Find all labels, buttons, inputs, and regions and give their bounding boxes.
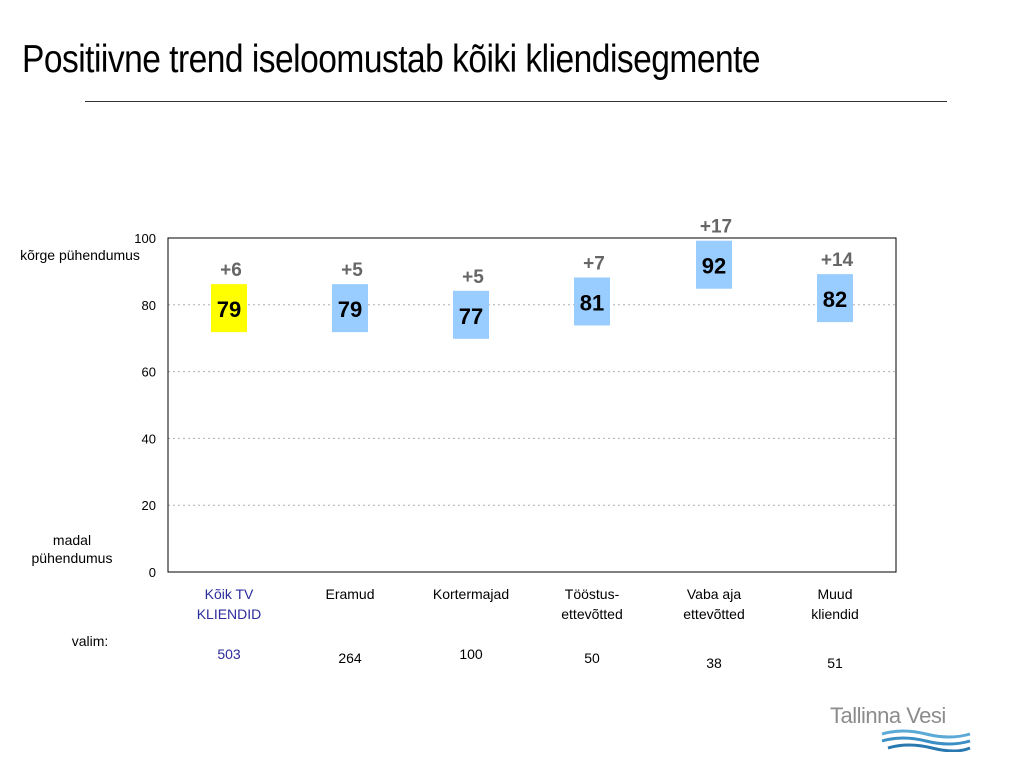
change-label: +5 <box>462 267 484 288</box>
slide-title: Positiivne trend iseloomustab kõiki klie… <box>22 38 761 81</box>
change-label: +5 <box>341 260 363 281</box>
y-tick-label: 20 <box>142 498 156 513</box>
data-label: 79 <box>338 297 362 322</box>
category-label: Muud kliendid <box>811 586 859 622</box>
data-point-box <box>696 240 732 289</box>
change-label: +17 <box>700 217 732 238</box>
data-label: 79 <box>217 297 241 322</box>
data-label: 82 <box>823 287 847 312</box>
category-label: Vaba aja ettevõtted <box>683 586 745 622</box>
y-tick-label: 80 <box>142 298 156 313</box>
data-point-box <box>211 284 247 333</box>
y-tick-label: 0 <box>149 565 156 580</box>
data-label: 81 <box>580 290 604 315</box>
y-low-label: madal pühendumus <box>31 532 113 566</box>
data-point-box <box>574 277 610 326</box>
logo-waves-icon <box>881 729 971 752</box>
sample-size: 50 <box>584 650 600 666</box>
plot-area <box>167 237 897 573</box>
data-label: 92 <box>702 254 726 279</box>
sample-size: 38 <box>706 655 722 671</box>
category-label: Tööstus-ettevõtted <box>561 586 623 622</box>
change-label: +6 <box>220 260 242 281</box>
change-label: +14 <box>821 250 854 271</box>
change-label: +7 <box>583 253 605 274</box>
y-high-label: kõrge pühendumus <box>20 247 140 263</box>
title-divider <box>85 101 947 102</box>
sample-size: 51 <box>827 655 843 671</box>
data-point-box <box>332 284 368 333</box>
sample-size: 100 <box>459 646 483 662</box>
data-label: 77 <box>459 304 483 329</box>
sample-size: 503 <box>217 646 241 662</box>
data-point-box <box>817 274 853 323</box>
category-label: Kõik TV KLIENDID <box>196 586 262 622</box>
category-label: Kortermajad <box>432 586 510 602</box>
data-point-box <box>453 290 489 339</box>
y-tick-label: 60 <box>142 365 156 380</box>
sample-size: 264 <box>338 650 362 666</box>
company-logo-text: Tallinna Vesi <box>830 703 946 728</box>
y-tick-label: 100 <box>134 231 156 246</box>
sample-label: valim: <box>71 633 109 649</box>
y-tick-label: 40 <box>142 431 156 446</box>
category-label: Eramud <box>325 586 375 602</box>
